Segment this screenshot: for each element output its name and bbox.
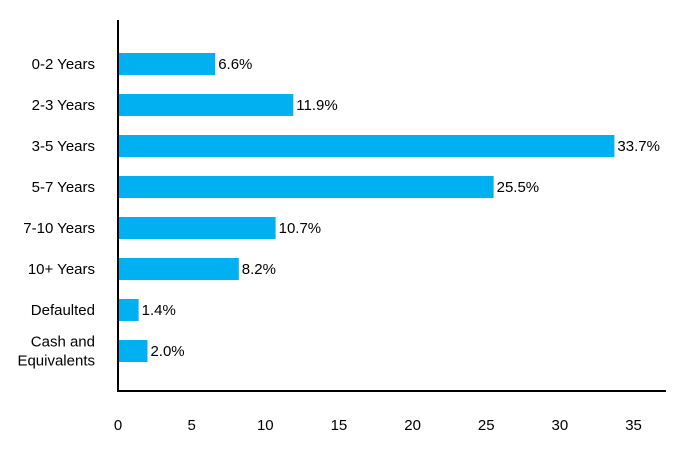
bar-1	[118, 94, 294, 116]
x-tick-label-0: 0	[114, 417, 122, 434]
x-tick-labels-group: 0 5 10 15 20 25 30 35	[114, 417, 642, 434]
data-label-2: 33.7%	[617, 138, 660, 155]
category-label-6: Defaulted	[31, 302, 95, 319]
x-tick-label-7: 35	[625, 417, 642, 434]
data-label-5: 8.2%	[242, 261, 276, 278]
bar-5	[118, 258, 239, 280]
category-label-7: Cash and Equivalents	[17, 334, 95, 370]
bars-group	[118, 53, 615, 362]
category-label-0: 0-2 Years	[32, 56, 95, 73]
category-label-2: 3-5 Years	[32, 138, 95, 155]
bar-2	[118, 135, 615, 157]
data-label-0: 6.6%	[218, 56, 252, 73]
data-label-3: 25.5%	[497, 179, 540, 196]
x-tick-label-1: 5	[187, 417, 195, 434]
category-label-4: 7-10 Years	[23, 220, 95, 237]
category-label-1: 2-3 Years	[32, 97, 95, 114]
bar-4	[118, 217, 276, 239]
x-tick-label-2: 10	[257, 417, 274, 434]
x-tick-label-6: 30	[552, 417, 569, 434]
data-label-7: 2.0%	[150, 343, 184, 360]
data-label-1: 11.9%	[296, 97, 337, 114]
x-tick-label-5: 25	[478, 417, 495, 434]
x-tick-label-3: 15	[331, 417, 348, 434]
category-label-3: 5-7 Years	[32, 179, 95, 196]
data-label-4: 10.7%	[279, 220, 322, 237]
data-label-6: 1.4%	[142, 302, 176, 319]
bar-7	[118, 340, 148, 362]
bar-6	[118, 299, 139, 321]
x-tick-label-4: 20	[404, 417, 421, 434]
data-labels-group: 6.6% 11.9% 33.7% 25.5% 10.7% 8.2% 1.4% 2.0%	[142, 56, 660, 360]
category-labels-group: 0-2 Years 2-3 Years 3-5 Years 5-7 Years 7-10…	[17, 56, 95, 370]
category-label-5: 10+ Years	[28, 261, 95, 278]
bar-0	[118, 53, 216, 75]
bar-3	[118, 176, 494, 198]
axes-group	[117, 20, 666, 392]
